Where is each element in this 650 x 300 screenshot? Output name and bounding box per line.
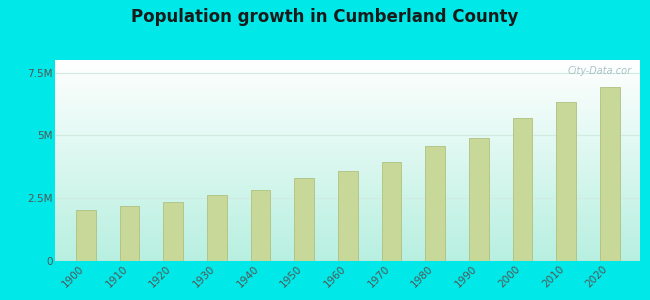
Bar <box>382 162 401 261</box>
Text: Population growth in Cumberland County: Population growth in Cumberland County <box>131 8 519 26</box>
Bar <box>600 87 619 261</box>
Bar <box>251 190 270 261</box>
Bar <box>120 206 139 261</box>
Text: City-Data.cor: City-Data.cor <box>567 66 632 76</box>
Bar <box>425 146 445 261</box>
Bar <box>163 202 183 261</box>
Bar <box>294 178 314 261</box>
Bar <box>338 171 358 261</box>
Bar <box>556 102 576 261</box>
Bar <box>469 139 489 261</box>
Bar <box>207 195 227 261</box>
Bar <box>76 210 96 261</box>
Bar <box>513 118 532 261</box>
